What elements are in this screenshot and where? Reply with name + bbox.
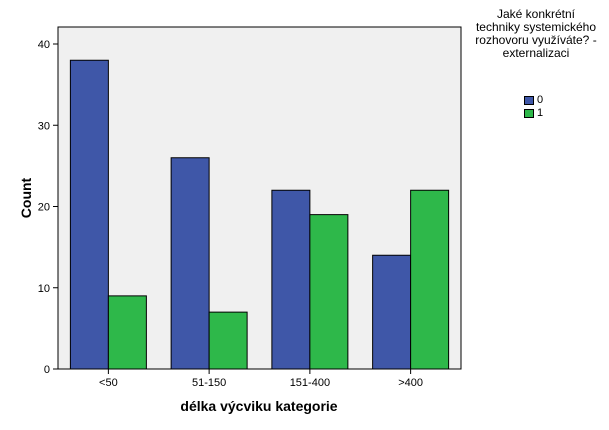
bar-1-1 bbox=[208, 311, 248, 370]
legend-title-line: techniky systemického bbox=[475, 20, 597, 34]
legend-swatch-1 bbox=[524, 109, 534, 118]
y-axis: 0 10 20 30 40 bbox=[38, 39, 58, 376]
bar-1-2 bbox=[309, 214, 349, 370]
legend-label-1: 1 bbox=[537, 107, 544, 119]
x-axis: <50 51-150 151-400 >400 bbox=[99, 369, 423, 389]
bar-0-1 bbox=[170, 157, 210, 370]
y-tick-label: 10 bbox=[38, 283, 50, 295]
legend-label-0: 0 bbox=[537, 94, 544, 106]
y-axis-title: Count bbox=[18, 177, 34, 218]
legend-title: Jaké konkrétní techniky systemického roz… bbox=[462, 8, 609, 60]
bar-0-3 bbox=[372, 254, 412, 370]
legend-title-line: rozhovoru využíváte? - bbox=[475, 33, 597, 47]
bar-1-3 bbox=[410, 189, 450, 370]
y-tick-label: 40 bbox=[38, 39, 50, 51]
bar-0-2 bbox=[271, 189, 311, 370]
x-tick-label: 51-150 bbox=[192, 377, 226, 389]
bars-group bbox=[69, 59, 450, 370]
x-axis-title: délka výcviku kategorie bbox=[180, 398, 337, 414]
y-tick-label: 0 bbox=[44, 364, 50, 376]
legend-swatch-0 bbox=[524, 96, 534, 105]
x-tick-label: >400 bbox=[398, 377, 423, 389]
y-tick-label: 20 bbox=[38, 202, 50, 214]
y-tick-label: 30 bbox=[38, 120, 50, 132]
x-tick-label: <50 bbox=[99, 377, 118, 389]
bar-1-0 bbox=[107, 295, 147, 370]
legend-title-line: Jaké konkrétní bbox=[496, 7, 576, 21]
bar-0-0 bbox=[69, 59, 109, 370]
x-tick-label: 151-400 bbox=[290, 377, 330, 389]
legend-title-line: externalizaci bbox=[502, 46, 570, 60]
